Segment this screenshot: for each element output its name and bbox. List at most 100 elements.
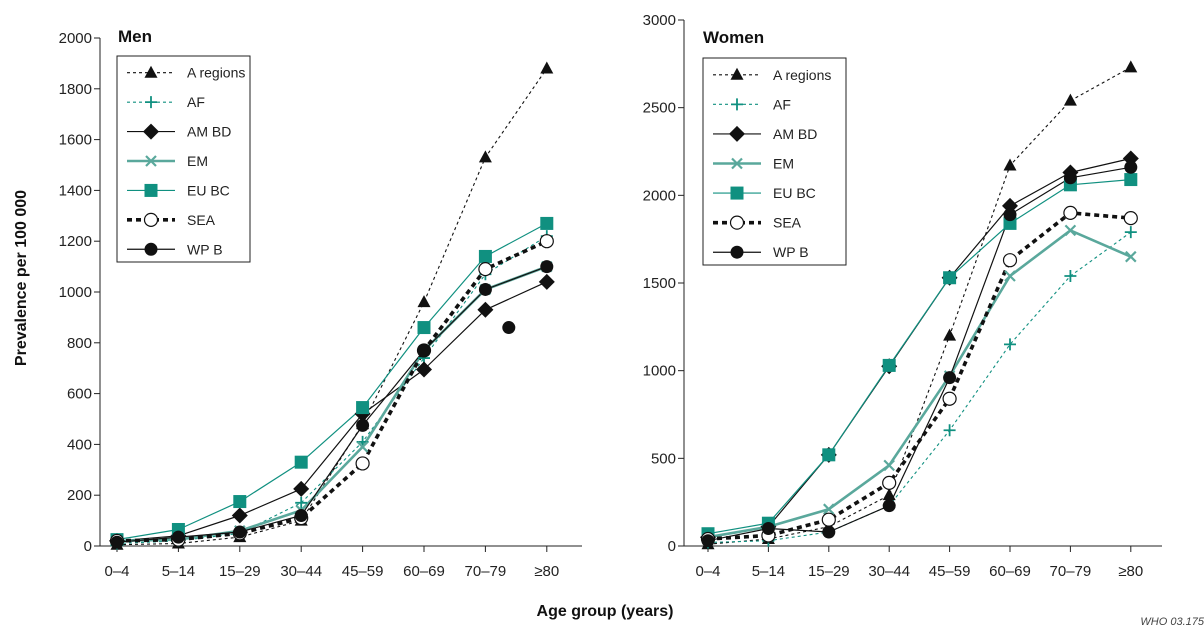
women-x-tick-label: 5–14: [752, 563, 785, 580]
women-legend-marker-am-bd: [729, 125, 745, 142]
men-y-tick-label: 1400: [59, 182, 92, 199]
men-extra-point-wp-b: [502, 321, 516, 335]
women-legend-label-a-regions: A regions: [773, 67, 831, 83]
men-legend-marker-a-regions: [144, 65, 158, 78]
women-point-af: [1124, 226, 1137, 239]
men-point-eu-bc: [356, 401, 370, 415]
women-series-line-eu-bc: [707, 179, 1131, 535]
men-y-tick-label: 1000: [59, 284, 92, 301]
men-x-tick-label: 15–29: [219, 563, 261, 580]
figure-credit: WHO 03.175: [1140, 616, 1204, 628]
men-legend-marker-wp-b: [144, 242, 158, 256]
women-legend-marker-a-regions: [730, 67, 744, 80]
women-point-em: [883, 459, 895, 472]
women-point-a-regions: [1124, 60, 1138, 73]
men-x-tick-label: 60–69: [403, 563, 445, 580]
men-y-tick-label: 800: [67, 335, 92, 352]
women-point-em: [1064, 224, 1077, 237]
men-point-a-regions: [540, 61, 554, 74]
women-legend-label-am-bd: AM BD: [773, 126, 817, 142]
women-point-sea: [1002, 253, 1018, 268]
men-point-wp-b: [417, 343, 431, 357]
men-point-sea: [539, 234, 554, 249]
women-point-wp-b: [1003, 208, 1017, 222]
men-panel-title: Men: [118, 27, 152, 46]
men-point-sea: [355, 456, 370, 471]
men-legend-label-wp-b: WP B: [187, 241, 223, 257]
men-legend: A regions AF AM BD EM EU BC SEA WP B: [116, 55, 251, 263]
men-point-sea: [478, 262, 493, 277]
men-point-wp-b: [356, 418, 370, 432]
women-axes: 0 500 1000 1500 2000 2500 3000 0–4 5–14 15–29 30–4…: [643, 12, 1162, 580]
men-legend-label-a-regions: A regions: [187, 65, 245, 81]
men-point-eu-bc: [540, 216, 554, 230]
men-y-tick-label: 1800: [59, 81, 92, 98]
women-point-eu-bc: [882, 358, 896, 372]
women-y-tick-label: 500: [651, 450, 676, 467]
men-point-a-regions: [417, 295, 431, 308]
women-point-sea: [1123, 211, 1138, 226]
women-point-em: [1125, 250, 1137, 263]
men-series-line-eu-bc: [116, 222, 548, 541]
women-x-tick-label: 30–44: [868, 563, 910, 580]
women-legend-label-em: EM: [773, 156, 794, 172]
women-point-wp-b: [882, 499, 896, 513]
women-x-tick-label: 45–59: [929, 563, 971, 580]
men-legend-label-eu-bc: EU BC: [187, 182, 230, 198]
men-point-am-bd: [538, 273, 555, 290]
men-legend-label-em: EM: [187, 153, 208, 169]
men-point-eu-bc: [294, 455, 308, 469]
women-x-tick-label: 60–69: [989, 563, 1031, 580]
women-legend-marker-em: [731, 157, 743, 170]
women-legend-marker-sea: [729, 215, 745, 230]
women-point-sea: [1063, 205, 1078, 220]
women-point-a-regions: [1063, 93, 1077, 106]
men-y-tick-label: 0: [84, 538, 92, 555]
women-series: [700, 60, 1139, 550]
men-legend-label-sea: SEA: [187, 212, 216, 228]
women-point-eu-bc: [943, 271, 957, 285]
men-point-am-bd: [231, 507, 248, 524]
women-y-tick-label: 0: [668, 538, 676, 555]
women-point-a-regions: [882, 488, 896, 501]
men-point-eu-bc: [478, 249, 492, 263]
men-point-em: [356, 441, 369, 453]
women-legend-label-af: AF: [773, 96, 791, 112]
women-point-em: [823, 503, 835, 515]
men-legend-marker-af: [145, 96, 157, 109]
women-series-line-af: [707, 231, 1132, 544]
women-point-eu-bc: [822, 448, 836, 462]
women-y-tick-label: 1000: [643, 363, 676, 380]
women-point-a-regions: [1003, 158, 1017, 171]
men-point-wp-b: [478, 282, 492, 296]
men-series-line-wp-b: [116, 266, 548, 543]
women-y-tick-label: 1500: [643, 275, 676, 292]
women-x-tick-label: 0–4: [695, 563, 720, 580]
women-legend-marker-af: [731, 98, 743, 111]
women-legend-marker-wp-b: [730, 245, 744, 259]
men-point-am-bd: [477, 301, 494, 318]
women-legend-label-eu-bc: EU BC: [773, 185, 816, 201]
men-y-tick-label: 200: [67, 487, 92, 504]
women-series-line-wp-b: [707, 166, 1131, 542]
men-point-a-regions: [478, 150, 492, 163]
men-legend-marker-am-bd: [143, 123, 159, 140]
men-axes: 0 200 400 600 800 1000 1200 1400 1600 1800 2000 0–4…: [59, 30, 582, 580]
men-legend-label-af: AF: [187, 94, 205, 110]
men-y-tick-label: 1600: [59, 132, 92, 149]
men-y-tick-label: 600: [67, 386, 92, 403]
women-series-line-em: [707, 229, 1132, 539]
men-legend-label-am-bd: AM BD: [187, 124, 231, 140]
women-legend-marker-eu-bc: [730, 186, 744, 200]
men-point-af: [295, 496, 308, 509]
men-x-tick-label: 5–14: [162, 563, 195, 580]
women-point-a-regions: [943, 328, 957, 341]
women-y-tick-label: 2500: [643, 100, 676, 117]
men-series-line-am-bd: [116, 281, 548, 542]
women-point-wp-b: [1063, 171, 1077, 185]
women-point-wp-b: [701, 534, 715, 548]
women-x-tick-label: 70–79: [1050, 563, 1092, 580]
men-series-line-sea: [116, 239, 548, 543]
women-point-em: [1004, 270, 1016, 282]
